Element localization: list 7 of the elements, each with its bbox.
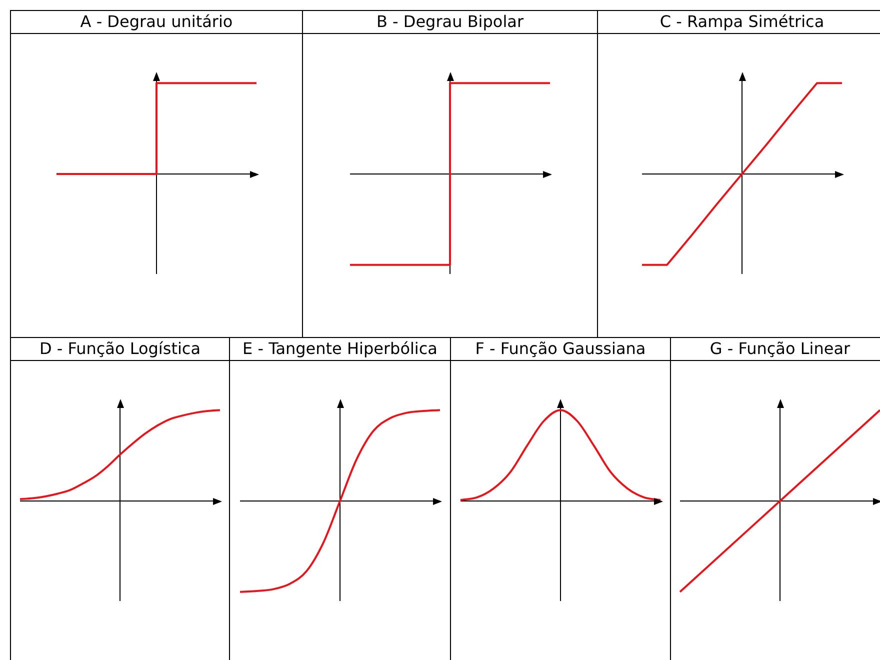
chart-title: G - Função Linear [671, 338, 880, 361]
chart-title: C - Rampa Simétrica [598, 11, 880, 34]
chart-title: B - Degrau Bipolar [303, 11, 597, 34]
chart-title: A - Degrau unitário [11, 11, 302, 34]
chart-title: D - Função Logística [11, 338, 229, 361]
chart-title: F - Função Gaussiana [451, 338, 670, 361]
chart-title: E - Tangente Hiperbólica [230, 338, 450, 361]
